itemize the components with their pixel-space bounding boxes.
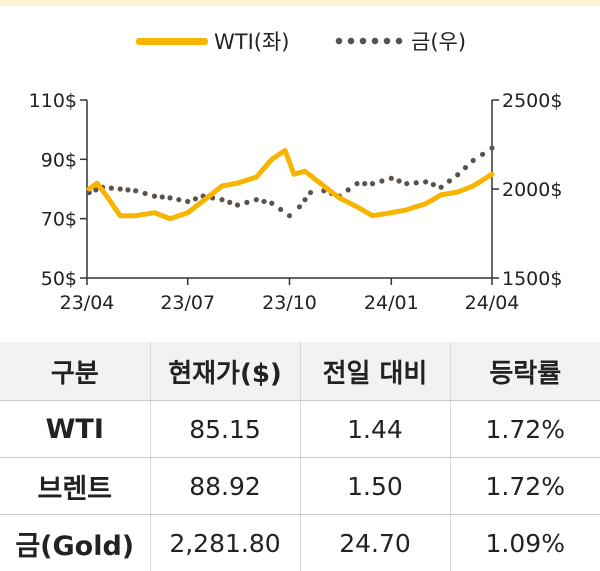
cell-current-price: 2,281.80 [150, 515, 300, 571]
gold-dot [414, 180, 419, 185]
gold-dot [379, 178, 384, 183]
legend-item-wti: WTI(좌) [136, 26, 290, 56]
gold-dot [463, 165, 468, 170]
y-left-tick-label: 70$ [41, 209, 77, 231]
y-right-tick-label: 1500$ [502, 268, 562, 290]
legend-item-gold: 금(우) [333, 26, 466, 56]
table-header-row: 구분 현재가($) 전일 대비 등락률 [0, 342, 600, 401]
gold-dot [142, 191, 147, 196]
gold-dot [438, 185, 443, 190]
gold-dot [489, 145, 494, 150]
gold-dot [176, 197, 181, 202]
gold-dot [125, 187, 130, 192]
gold-dot [447, 178, 452, 183]
gold-dot [389, 176, 394, 181]
cell-daily-change: 1.50 [300, 458, 450, 515]
gold-dot [455, 172, 460, 177]
legend-swatch-gold [333, 37, 405, 45]
price-table: 구분 현재가($) 전일 대비 등락률 WTI 85.15 1.44 1.72%… [0, 342, 600, 571]
y-left-tick-label: 50$ [41, 268, 77, 290]
y-left-tick-label: 90$ [41, 149, 77, 171]
gold-dot [193, 196, 198, 201]
header-category: 구분 [0, 342, 150, 401]
legend-label-gold: 금(우) [411, 26, 466, 56]
x-tick-label: 24/01 [364, 292, 419, 314]
gold-dot [261, 199, 266, 204]
header-current-price: 현재가($) [150, 342, 300, 401]
gold-dot [480, 152, 485, 157]
header-change-rate: 등락률 [450, 342, 600, 401]
top-accent-bar [0, 0, 600, 6]
y-right-tick-label: 2000$ [502, 179, 562, 201]
gold-dot [109, 186, 114, 191]
x-tick-label: 23/04 [60, 292, 115, 314]
x-tick-label: 23/10 [262, 292, 317, 314]
y-right-tick-label: 2500$ [502, 90, 562, 112]
row-label: 금(Gold) [0, 515, 150, 571]
x-tick-label: 24/04 [465, 292, 520, 314]
x-tick-label: 23/07 [160, 292, 215, 314]
gold-dot [297, 204, 302, 209]
legend-swatch-wti [136, 38, 208, 45]
table-row: WTI 85.15 1.44 1.72% [0, 401, 600, 458]
gold-dot [160, 194, 165, 199]
gold-dot [396, 178, 401, 183]
chart-legend: WTI(좌) 금(우) [0, 26, 600, 58]
gold-dot [287, 213, 292, 218]
gold-dot [185, 199, 190, 204]
gold-dot [346, 187, 351, 192]
cell-current-price: 85.15 [150, 401, 300, 458]
gold-dot [404, 181, 409, 186]
table-row: 금(Gold) 2,281.80 24.70 1.09% [0, 515, 600, 571]
legend-label-wti: WTI(좌) [214, 26, 290, 56]
price-line-chart: 110$ 90$ 70$ 50$ 2500$ 2000$ 1500$ 23/04 23/07 23… [0, 60, 600, 330]
row-label: WTI [0, 401, 150, 458]
gold-dot [423, 179, 428, 184]
gold-dot [227, 200, 232, 205]
row-label: 브렌트 [0, 458, 150, 515]
gold-dot [118, 186, 123, 191]
gold-dot [362, 181, 367, 186]
cell-daily-change: 24.70 [300, 515, 450, 571]
gold-dot [254, 197, 259, 202]
gold-dot [302, 197, 307, 202]
y-left-tick-label: 110$ [29, 90, 77, 112]
cell-change-rate: 1.72% [450, 401, 600, 458]
gold-dot [269, 201, 274, 206]
gold-dot [471, 158, 476, 163]
cell-current-price: 88.92 [150, 458, 300, 515]
gold-dot [167, 195, 172, 200]
chart-frame [87, 100, 492, 278]
gold-dot [370, 181, 375, 186]
gold-dot [235, 202, 240, 207]
gold-dot [308, 190, 313, 195]
table-row: 브렌트 88.92 1.50 1.72% [0, 458, 600, 515]
gold-dot [278, 207, 283, 212]
cell-daily-change: 1.44 [300, 401, 450, 458]
cell-change-rate: 1.09% [450, 515, 600, 571]
gold-dot [354, 181, 359, 186]
header-daily-change: 전일 대비 [300, 342, 450, 401]
gold-dot [152, 194, 157, 199]
gold-dot [219, 197, 224, 202]
gold-dot [431, 182, 436, 187]
gold-dot [133, 188, 138, 193]
cell-change-rate: 1.72% [450, 458, 600, 515]
series-gold-dots [87, 145, 495, 218]
gold-dot [244, 200, 249, 205]
